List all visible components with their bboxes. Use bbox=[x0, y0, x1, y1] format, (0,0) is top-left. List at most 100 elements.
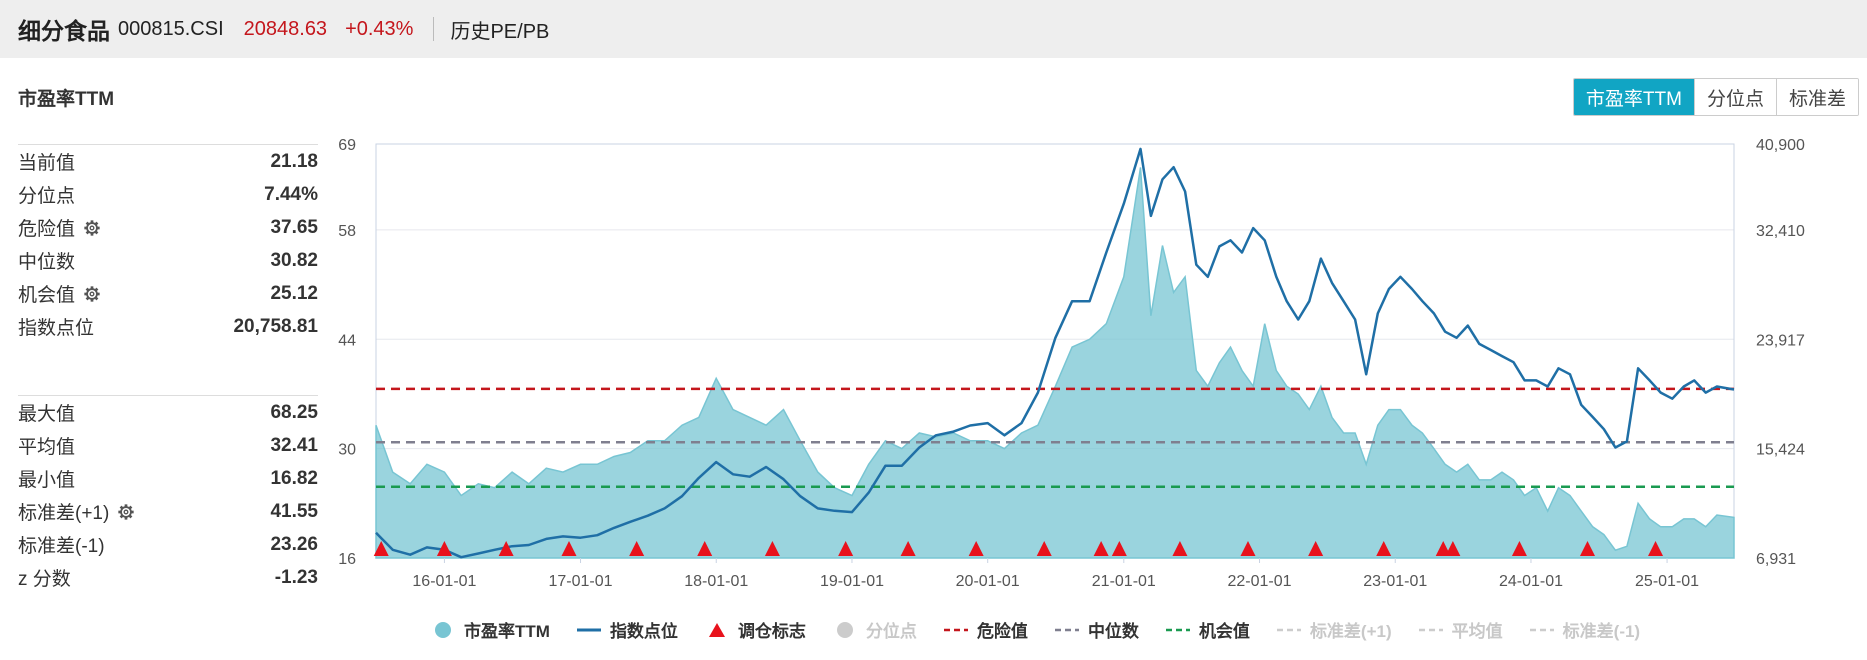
y-left-tick: 16 bbox=[338, 551, 356, 568]
x-tick-label: 25-01-01 bbox=[1635, 573, 1699, 590]
rebalance-marker bbox=[838, 541, 854, 556]
legend-marker bbox=[1418, 628, 1443, 631]
legend-marker bbox=[1529, 628, 1554, 631]
rebalance-marker bbox=[1093, 541, 1109, 556]
section-title: 市盈率TTM bbox=[18, 89, 115, 110]
stat-row: 最小值 16.82 bbox=[18, 462, 318, 495]
stats-panel-history: 最大值 68.25 平均值 32.41 最小值 16.82 标准差(+1) 41.55 标准差(… bbox=[18, 395, 318, 594]
x-tick-label: 18-01-01 bbox=[684, 573, 748, 590]
stat-label: 危险值 bbox=[18, 214, 101, 241]
legend-marker bbox=[1165, 628, 1190, 631]
data-type-label: 历史PE/PB bbox=[450, 20, 550, 43]
rebalance-marker bbox=[1036, 541, 1052, 556]
stat-label: 分位点 bbox=[18, 186, 76, 207]
index-price: 20848.63 bbox=[243, 17, 328, 40]
rebalance-marker bbox=[1172, 541, 1188, 556]
stat-value: 30.82 bbox=[270, 249, 318, 271]
stat-value: 7.44% bbox=[264, 183, 318, 205]
legend-item[interactable]: 中位数 bbox=[1054, 617, 1139, 642]
rebalance-marker bbox=[1579, 541, 1595, 556]
y-right-tick: 32,410 bbox=[1756, 223, 1805, 240]
y-right-tick: 15,424 bbox=[1756, 442, 1805, 459]
view-toggle-group: 市盈率TTM 分位点 标准差 bbox=[1572, 78, 1859, 116]
legend-item[interactable]: 市盈率TTM bbox=[430, 617, 550, 642]
legend-item[interactable]: 危险值 bbox=[943, 617, 1028, 642]
legend-item[interactable]: 平均值 bbox=[1418, 617, 1503, 642]
x-tick-label: 22-01-01 bbox=[1227, 573, 1291, 590]
stat-value: 32.41 bbox=[270, 434, 318, 456]
index-line bbox=[375, 147, 1735, 559]
x-tick-label: 24-01-01 bbox=[1499, 573, 1563, 590]
stat-value: 25.12 bbox=[270, 282, 318, 304]
stat-value: 20,758.81 bbox=[233, 315, 318, 337]
stat-label: 当前值 bbox=[18, 153, 76, 174]
chart-legend: 市盈率TTM 指数点位 调仓标志 分位点 危险值 中位数 机会值 标准差(+1) 平均值 标准差(… bbox=[430, 617, 1666, 642]
stat-value: 41.55 bbox=[270, 500, 318, 522]
stat-label: 平均值 bbox=[18, 437, 76, 458]
tab-pe-ttm[interactable]: 市盈率TTM bbox=[1573, 79, 1694, 115]
stat-label: 中位数 bbox=[18, 252, 76, 273]
rebalance-marker bbox=[900, 541, 916, 556]
stat-label: 最小值 bbox=[18, 470, 76, 491]
rebalance-marker bbox=[1111, 541, 1127, 556]
legend-item[interactable]: 标准差(-1) bbox=[1529, 617, 1640, 642]
stat-row: 当前值 21.18 bbox=[18, 145, 318, 178]
legend-marker bbox=[708, 622, 725, 637]
gear-icon[interactable] bbox=[117, 503, 135, 521]
stat-label: z 分数 bbox=[18, 569, 71, 590]
rebalance-marker bbox=[1308, 541, 1324, 556]
stat-row: 分位点 7.44% bbox=[18, 178, 318, 211]
y-left-tick: 69 bbox=[338, 137, 356, 154]
legend-item[interactable]: 机会值 bbox=[1165, 617, 1250, 642]
tab-percentile[interactable]: 分位点 bbox=[1693, 79, 1776, 115]
content-card bbox=[0, 58, 1867, 660]
stat-value: 68.25 bbox=[270, 401, 318, 423]
stat-row: 平均值 32.41 bbox=[18, 429, 318, 462]
legend-item[interactable]: 指数点位 bbox=[576, 617, 678, 642]
rebalance-marker bbox=[764, 541, 780, 556]
rebalance-marker bbox=[1376, 541, 1392, 556]
rebalance-marker bbox=[1511, 541, 1527, 556]
legend-item[interactable]: 标准差(+1) bbox=[1276, 617, 1392, 642]
rebalance-marker bbox=[968, 541, 984, 556]
stat-label: 机会值 bbox=[18, 280, 101, 307]
stat-label: 标准差(+1) bbox=[18, 498, 135, 525]
tab-std-dev[interactable]: 标准差 bbox=[1775, 79, 1858, 115]
legend-item[interactable]: 分位点 bbox=[832, 617, 917, 642]
valuation-chart: 16 30 44 58 69 6,931 15,424 23,917 32,410 40,900 1… bbox=[338, 137, 1805, 590]
x-tick-label: 19-01-01 bbox=[820, 573, 884, 590]
rebalance-marker bbox=[373, 541, 389, 556]
rebalance-marker bbox=[1445, 541, 1461, 556]
stat-row: z 分数 -1.23 bbox=[18, 561, 318, 594]
y-left-tick: 30 bbox=[338, 442, 356, 459]
x-tick-label: 16-01-01 bbox=[412, 573, 476, 590]
y-right-tick: 6,931 bbox=[1756, 551, 1796, 568]
rebalance-marker bbox=[1240, 541, 1256, 556]
x-tick-label: 21-01-01 bbox=[1092, 573, 1156, 590]
gear-icon[interactable] bbox=[83, 285, 101, 303]
pe-ttm-area bbox=[375, 167, 1735, 559]
legend-marker bbox=[576, 628, 601, 631]
stat-value: 37.65 bbox=[270, 216, 318, 238]
legend-marker bbox=[943, 628, 968, 631]
legend-marker bbox=[1054, 628, 1079, 631]
gear-icon[interactable] bbox=[83, 219, 101, 237]
x-tick-label: 17-01-01 bbox=[548, 573, 612, 590]
legend-marker bbox=[1276, 628, 1301, 631]
legend-item[interactable]: 调仓标志 bbox=[704, 617, 806, 642]
stat-value: -1.23 bbox=[274, 566, 318, 588]
stat-row: 标准差(+1) 41.55 bbox=[18, 495, 318, 528]
rebalance-marker bbox=[436, 541, 452, 556]
stat-row: 最大值 68.25 bbox=[18, 396, 318, 429]
x-tick-label: 23-01-01 bbox=[1363, 573, 1427, 590]
rebalance-marker bbox=[498, 541, 514, 556]
index-name: 细分食品 bbox=[18, 18, 110, 44]
stat-row: 标准差(-1) 23.26 bbox=[18, 528, 318, 561]
header-divider bbox=[433, 17, 435, 41]
stat-row: 中位数 30.82 bbox=[18, 244, 318, 277]
stat-row: 危险值 37.65 bbox=[18, 211, 318, 244]
rebalance-marker bbox=[1435, 541, 1451, 556]
stat-label: 指数点位 bbox=[18, 318, 95, 339]
rebalance-marker bbox=[697, 541, 713, 556]
stat-label: 最大值 bbox=[18, 404, 76, 425]
